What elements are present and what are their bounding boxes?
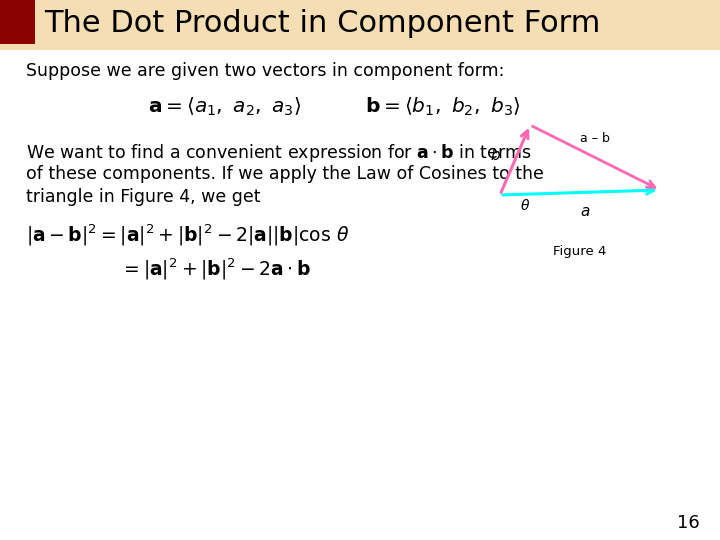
FancyBboxPatch shape [0,0,35,44]
Text: $\mathbf{a} = \langle a_1,\ a_2,\ a_3 \rangle$: $\mathbf{a} = \langle a_1,\ a_2,\ a_3 \r… [148,96,302,118]
Text: $|\mathbf{a} - \mathbf{b}|^2 = |\mathbf{a}|^2 + |\mathbf{b}|^2 - 2|\mathbf{a}||\: $|\mathbf{a} - \mathbf{b}|^2 = |\mathbf{… [26,222,349,247]
Text: $\mathbf{b} = \langle b_1,\ b_2,\ b_3 \rangle$: $\mathbf{b} = \langle b_1,\ b_2,\ b_3 \r… [365,96,521,118]
FancyBboxPatch shape [0,0,720,50]
Text: b: b [490,147,500,163]
Text: $= |\mathbf{a}|^2 + |\mathbf{b}|^2 - 2\mathbf{a} \cdot \mathbf{b}$: $= |\mathbf{a}|^2 + |\mathbf{b}|^2 - 2\m… [120,257,311,282]
Text: of these components. If we apply the Law of Cosines to the: of these components. If we apply the Law… [26,165,544,183]
Text: Suppose we are given two vectors in component form:: Suppose we are given two vectors in comp… [26,62,505,80]
Text: a – b: a – b [580,132,610,145]
Text: a: a [580,205,590,219]
Text: Figure 4: Figure 4 [553,245,607,258]
Text: 16: 16 [678,514,700,532]
Text: We want to find a convenient expression for $\mathbf{a} \cdot \mathbf{b}$ in ter: We want to find a convenient expression … [26,142,532,164]
Text: $\theta$: $\theta$ [520,198,530,213]
Text: The Dot Product in Component Form: The Dot Product in Component Form [44,9,600,37]
Text: triangle in Figure 4, we get: triangle in Figure 4, we get [26,188,261,206]
